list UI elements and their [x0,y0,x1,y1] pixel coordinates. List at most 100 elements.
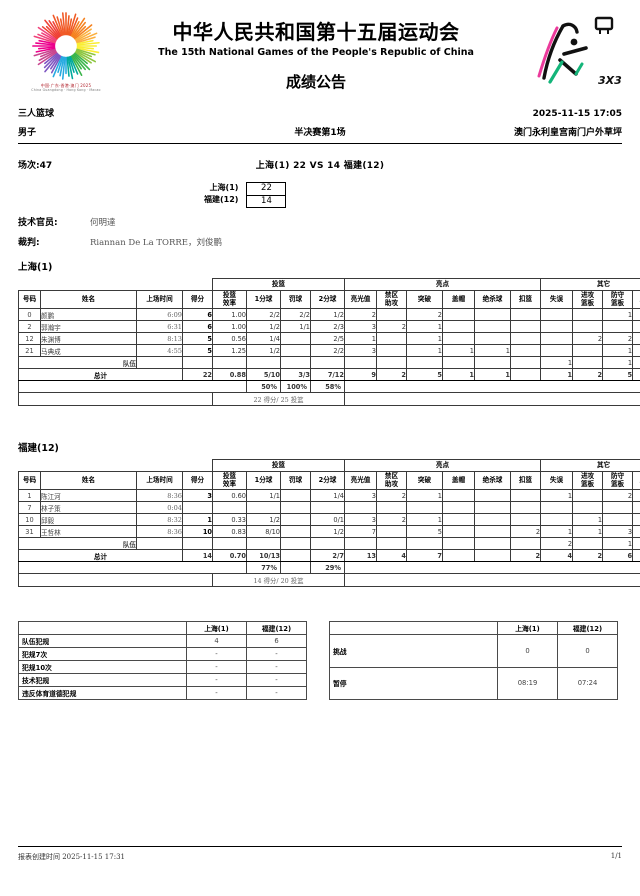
team-cell-pm [632,537,640,550]
sport-mark-label: 3X3 [598,74,622,87]
col-header-ft: 罚球 [280,290,311,309]
cell-eff: 0.56 [212,332,247,345]
cell-fg1: 1/1 [246,489,281,502]
cell-dreb: 1 [602,308,634,321]
cell-to [540,513,574,526]
total-cell-dunk [509,368,542,381]
team-cell-pm [632,356,640,369]
cell-eff: 0.33 [212,513,247,526]
technical-official-value: 何明達 [90,218,116,228]
misc-col-away: 福建(12) [557,621,618,635]
cell-eff: 1.00 [212,308,247,321]
team-cell-dreb: 1 [602,356,634,369]
col-header-min: 上场时间 [136,290,183,309]
total-cell-drive: 7 [406,549,443,562]
col-header-paint_ast: 禁区 助攻 [376,290,407,309]
fouls-row: 技术犯规 - - [18,673,307,687]
title-subtitle: 成绩公告 [285,73,346,91]
col-header-eff: 投篮 效率 [212,290,247,309]
header-divider [18,143,622,144]
cell-ft: 2/2 [280,308,311,321]
team-cell-hl [344,537,377,550]
col-header-dreb: 防守 篮板 [602,290,634,309]
team-cell-dunk [509,356,542,369]
misc-away-value: 07:24 [557,666,618,700]
team-cell-buzzer [474,537,511,550]
cell-hl: 1 [344,332,377,345]
col-header-fg2: 2分球 [310,290,345,309]
column-group-投篮: 投篮 [212,278,345,291]
team-name-heading: 上海(1) [18,262,53,273]
cell-fg2: 2/2 [310,344,345,357]
cell-pts: 6 [182,320,213,333]
col-header-to: 失误 [540,290,574,309]
cell-pm: -8 [632,513,640,526]
col-header-fg1: 1分球 [246,290,281,309]
fouls-home-value: - [186,647,247,661]
cell-ft: 1/1 [280,320,311,333]
info-row-round: 男子 半决赛第1场 澳门永利皇宫南门户外草坪 [18,125,622,138]
fouls-col-home: 上海(1) [186,621,247,635]
total-cell-drive: 5 [406,368,443,381]
cell-buzzer [474,501,511,514]
cell-fg2: 0/1 [310,513,345,526]
col-header-name: 姓名 [40,290,137,309]
team-cell-pts [182,537,213,550]
fouls-table: 上海(1) 福建(12) 队伍犯规 4 6 犯规7次 - - 犯规10次 - - 技术犯规 - - 违反… [18,621,307,700]
team-cell-to: 1 [540,356,574,369]
cell-drive: 1 [406,344,443,357]
column-group-投篮: 投篮 [212,459,345,472]
team-cell-oreb [572,356,604,369]
misc-label: 挑战 [329,634,498,668]
cell-paint_ast [376,308,407,321]
cell-name: 邱毅 [40,513,137,526]
cell-no: 1 [18,489,41,502]
cell-dreb: 2 [602,332,634,345]
ptsline-tail [343,392,640,406]
cell-fg2: 1/2 [310,525,345,538]
fouls-away-value: 6 [246,634,307,648]
points-shots-row: 14 得分/ 20 投篮 [18,573,640,587]
cell-name: 林子策 [40,501,137,514]
cell-fg1: 1/4 [246,332,281,345]
cell-dreb [602,501,634,514]
team-cell-oreb [572,537,604,550]
total-cell-dreb: 6 [602,549,634,562]
cell-paint_ast: 2 [376,489,407,502]
fouls-row: 违反体育道德犯规 - - [18,686,307,700]
pct-spacer [18,561,247,574]
cell-buzzer [474,513,511,526]
misc-row: 挑战 0 0 [329,634,618,668]
cell-fg1: 1/2 [246,344,281,357]
gender-category: 男子 [18,128,37,138]
cell-drive: 5 [406,525,443,538]
col-header-paint_ast: 禁区 助攻 [376,471,407,490]
game-datetime: 2025-11-15 17:05 [532,109,622,119]
col-header-eff: 投篮 效率 [212,471,247,490]
misc-col-home: 上海(1) [497,621,558,635]
cell-to [540,332,574,345]
cell-buzzer [474,308,511,321]
team-cell-hl [344,356,377,369]
cell-eff: 0.83 [212,525,247,538]
cell-dreb: 3 [602,525,634,538]
pct-fg1: 50% [246,380,281,393]
box-score-table: 投篮 亮点 其它 号码 姓名 上场时间 得分 投篮 效率 1分球 罚球 2分球 亮光值 禁区 助攻 突破 盖帽绝… [18,459,640,587]
page-number: 1/1 [610,852,622,860]
team-cell-dreb: 1 [602,537,634,550]
cell-min: 6:31 [136,320,183,333]
total-cell-ft: 3/3 [280,368,311,381]
team-cell-drive [406,537,443,550]
total-cell-buzzer [474,549,511,562]
misc-table-corner [329,621,498,635]
percentage-row: 77% 29% [18,561,640,574]
total-cell-block: 1 [442,368,475,381]
cell-block [442,525,475,538]
cell-oreb [572,308,604,321]
column-header-row: 号码 姓名 上场时间 得分 投篮 效率 1分球 罚球 2分球 亮光值 禁区 助攻 突破 盖帽 绝杀球 扣篮 失误… [18,290,640,309]
fouls-row: 犯规7次 - - [18,647,307,661]
cell-dunk [509,320,542,333]
